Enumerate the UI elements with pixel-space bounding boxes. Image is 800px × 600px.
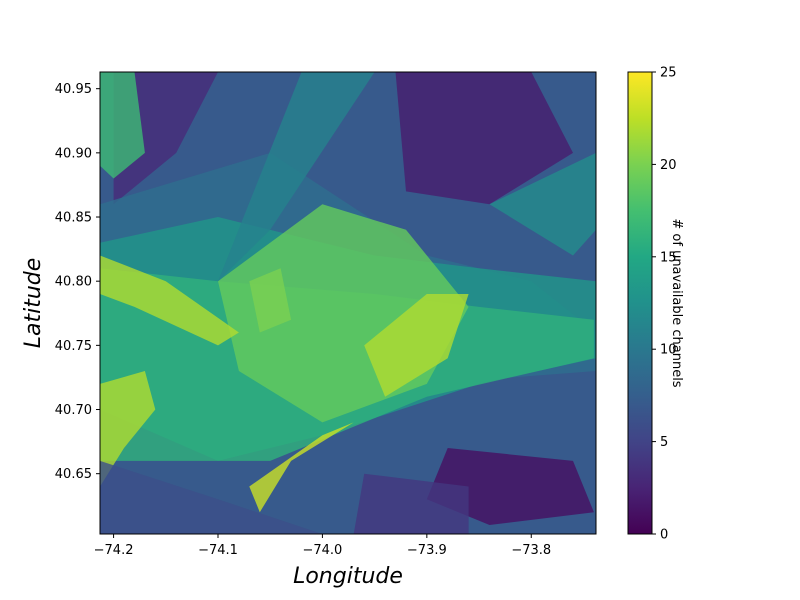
colorbar-tick-label: 5 bbox=[660, 435, 668, 450]
x-tick-label: −74.0 bbox=[302, 543, 342, 558]
y-axis-ticks: 40.65 40.70 40.75 40.80 40.85 40.90 40.95 bbox=[55, 82, 100, 482]
y-tick-label: 40.65 bbox=[55, 467, 92, 482]
colorbar-title: # of unavailable channels bbox=[669, 218, 684, 387]
heat-region-12 bbox=[249, 268, 292, 333]
heatmap-layer bbox=[100, 72, 596, 534]
heat-region-15 bbox=[489, 152, 596, 256]
x-tick-label: −73.9 bbox=[407, 543, 447, 558]
colorbar-frame bbox=[627, 71, 653, 535]
x-tick-label: −73.8 bbox=[511, 543, 551, 558]
colorbar-tick-label: 25 bbox=[660, 66, 677, 81]
y-tick-label: 40.90 bbox=[55, 146, 92, 161]
y-tick-label: 40.95 bbox=[55, 82, 92, 97]
heat-region-1 bbox=[113, 72, 218, 205]
heat-region-0 bbox=[395, 72, 573, 205]
heat-region-16 bbox=[100, 72, 145, 179]
y-axis-title: Latitude bbox=[21, 258, 46, 349]
x-tick-label: −74.2 bbox=[94, 543, 134, 558]
heat-region-10 bbox=[249, 422, 354, 513]
heat-region-11 bbox=[100, 371, 156, 487]
heat-region-9 bbox=[364, 294, 469, 397]
heat-region-8 bbox=[100, 255, 239, 346]
heat-region-14 bbox=[100, 460, 323, 534]
colorbar-tick-label: 20 bbox=[660, 158, 677, 173]
colorbar-tick-label: 0 bbox=[660, 528, 668, 543]
heat-region-13 bbox=[218, 72, 375, 282]
heat-region-3 bbox=[353, 473, 469, 534]
x-axis-title: Longitude bbox=[293, 564, 403, 589]
colorbar-ticks: 0 5 10 15 20 25 bbox=[652, 66, 677, 543]
colorbar bbox=[628, 72, 652, 534]
y-tick-label: 40.75 bbox=[55, 339, 92, 354]
plot-frame bbox=[99, 71, 597, 535]
colorbar-tick-label: 15 bbox=[660, 250, 677, 265]
colorbar-tick-label: 10 bbox=[660, 343, 677, 358]
x-tick-label: −74.1 bbox=[198, 543, 238, 558]
y-tick-label: 40.80 bbox=[55, 275, 92, 290]
x-axis-ticks: −74.2 −74.1 −74.0 −73.9 −73.8 bbox=[94, 534, 551, 558]
y-tick-label: 40.70 bbox=[55, 403, 92, 418]
y-tick-label: 40.85 bbox=[55, 211, 92, 226]
